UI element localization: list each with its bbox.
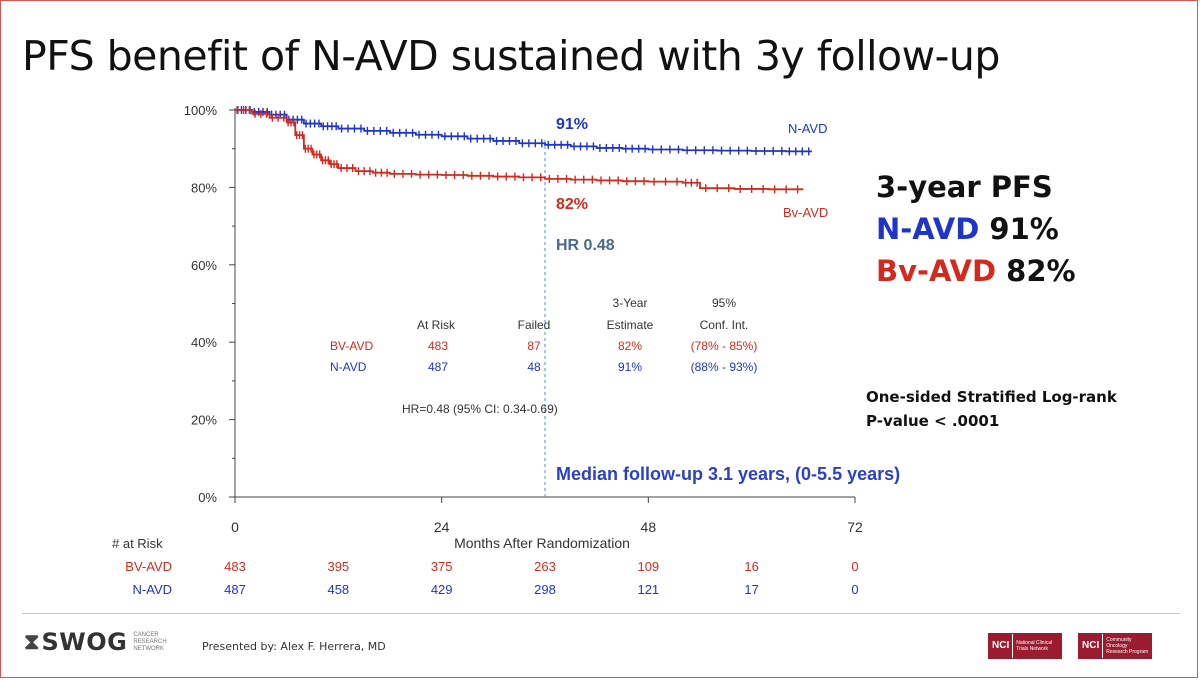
at-risk-value: 375	[431, 559, 453, 574]
n-avd-end-label: N-AVD	[788, 121, 827, 136]
at-risk-value: 429	[431, 582, 453, 597]
at-risk-value: 0	[851, 582, 858, 597]
nci-nctn-tag: NCI	[989, 634, 1013, 658]
pfs-summary: 3-year PFS N-AVD 91% Bv-AVD 82%	[876, 166, 1076, 292]
at-risk-value: 263	[534, 559, 556, 574]
table-header-ci-top: 95%	[712, 296, 736, 310]
pfs-n-avd: N-AVD 91%	[876, 208, 1076, 250]
x-tick-label: 72	[847, 519, 863, 535]
x-tick-label: 48	[641, 519, 657, 535]
at-risk-value: 17	[744, 582, 758, 597]
at-risk-value: 109	[637, 559, 659, 574]
x-axis-label: Months After Randomization	[454, 535, 630, 551]
pfs-bv-avd: Bv-AVD 82%	[876, 250, 1076, 292]
table-header-estimate-top: 3-Year	[613, 296, 648, 310]
table-row-bv-arm: BV-AVD	[330, 339, 373, 353]
swog-logo-text: SWOG	[41, 628, 128, 656]
nci-ncorp-text: Community Oncology Research Program	[1102, 634, 1152, 658]
at-risk-n-label: N-AVD	[133, 582, 172, 597]
y-tick-label: 20%	[191, 413, 217, 428]
censor-marks-n-avd	[236, 106, 810, 156]
pfs-heading: 3-year PFS	[876, 170, 1053, 204]
nci-ncorp-tag: NCI	[1079, 634, 1103, 658]
at-risk-value: 0	[851, 559, 858, 574]
swog-logo-subtitle: CANCER RESEARCH NETWORK	[133, 631, 167, 652]
table-row-n-ci: (88% - 93%)	[691, 360, 758, 374]
followup-annotation: Median follow-up 3.1 years, (0-5.5 years…	[556, 464, 900, 484]
table-row-n-arm: N-AVD	[330, 360, 367, 374]
at-risk-value: 16	[744, 559, 758, 574]
table-row-bv-at-risk: 483	[428, 339, 448, 353]
nci-ncorp-logo: NCI Community Oncology Research Program	[1078, 633, 1153, 659]
nci-nctn-text: National Clinical Trials Network	[1012, 634, 1062, 658]
hr-annotation: HR 0.48	[556, 237, 615, 254]
censor-marks-bv-avd	[237, 106, 799, 194]
at-risk-value: 483	[224, 559, 246, 574]
pvalue-note: One-sided Stratified Log-rank P-value < …	[866, 385, 1117, 433]
footer-divider	[22, 613, 1180, 614]
at-risk-bv-label: BV-AVD	[125, 559, 172, 574]
y-tick-label: 40%	[191, 335, 217, 350]
at-risk-value: 458	[327, 582, 349, 597]
y-tick-label: 80%	[191, 180, 217, 195]
pfs-n-avd-value: 91%	[989, 212, 1059, 246]
km-chart: 0% 20% 40% 60% 80% 100% 0 24 48 72 Months After …	[112, 103, 900, 597]
pfs-n-avd-label: N-AVD	[876, 212, 980, 246]
km-curve-n-avd	[235, 109, 812, 153]
table-row-n-estimate: 91%	[618, 360, 642, 374]
at-risk-value: 395	[327, 559, 349, 574]
table-row-n-failed: 48	[527, 360, 541, 374]
at-risk-value: 298	[534, 582, 556, 597]
x-tick-label: 24	[434, 519, 450, 535]
pvalue-line2: P-value < .0001	[866, 412, 1000, 430]
at-risk-value: 121	[637, 582, 659, 597]
y-tick-label: 100%	[184, 103, 218, 118]
table-row-bv-failed: 87	[527, 339, 541, 353]
presenter-credit: Presented by: Alex F. Herrera, MD	[202, 640, 386, 653]
x-tick-label: 0	[231, 519, 239, 535]
table-header-estimate: Estimate	[607, 318, 654, 332]
pfs-bv-avd-value: 82%	[1006, 254, 1076, 288]
bv-avd-end-label: Bv-AVD	[783, 205, 828, 220]
table-row-bv-ci: (78% - 85%)	[691, 339, 758, 353]
at-risk-title: # at Risk	[112, 536, 163, 551]
at-risk-value: 487	[224, 582, 246, 597]
y-tick-label: 0%	[198, 490, 217, 505]
pvalue-line1: One-sided Stratified Log-rank	[866, 388, 1117, 406]
n-avd-3yr-annotation: 91%	[556, 116, 588, 133]
pfs-bv-avd-label: Bv-AVD	[876, 254, 997, 288]
bv-avd-3yr-annotation: 82%	[556, 196, 588, 213]
slide-title: PFS benefit of N-AVD sustained with 3y f…	[22, 32, 1000, 80]
y-tick-label: 60%	[191, 258, 217, 273]
table-row-n-at-risk: 487	[428, 360, 448, 374]
table-hr-text: HR=0.48 (95% CI: 0.34-0.69)	[402, 402, 558, 416]
table-row-bv-estimate: 82%	[618, 339, 642, 353]
swog-logo: ⧗ SWOG CANCER RESEARCH NETWORK	[24, 628, 177, 656]
nci-nctn-logo: NCI National Clinical Trials Network	[988, 633, 1063, 659]
table-header-failed: Failed	[518, 318, 551, 332]
table-header-ci: Conf. Int.	[700, 318, 749, 332]
table-header-at-risk: At Risk	[417, 318, 456, 332]
swog-mark-icon: ⧗	[24, 629, 40, 655]
